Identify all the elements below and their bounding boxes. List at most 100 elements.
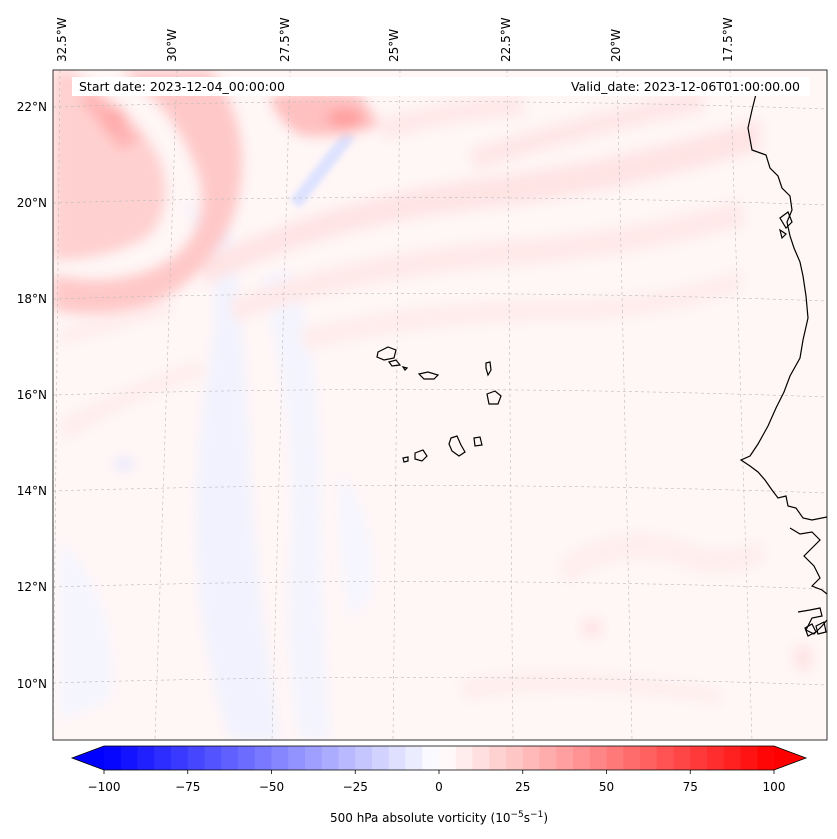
colorbar-segment (422, 746, 440, 770)
colorbar-min-extension (72, 746, 104, 770)
guinea-bissau-coast (797, 607, 827, 635)
colorbar-segment (120, 746, 138, 770)
start-date-label: Start date: 2023-12-04_00:00:00 (79, 79, 285, 94)
colorbar-segment (757, 746, 775, 770)
colorbar-segment (472, 746, 490, 770)
island-brava (402, 456, 409, 463)
colorbar-segments (104, 746, 775, 770)
colorbar-tick-label: 50 (599, 780, 614, 794)
longitude-labels: 32.5°W 30°W 27.5°W 25°W 22.5°W 20°W 17.5… (55, 17, 735, 62)
colorbar-title-mid: s (524, 811, 530, 825)
island-sao-vicente (387, 359, 402, 367)
colorbar-max-extension (774, 746, 806, 770)
latitude-labels: 22°N 20°N 18°N 16°N 14°N 12°N 10°N (17, 100, 47, 691)
date-banner (72, 77, 810, 96)
island-sal (485, 361, 492, 377)
gridline-lat-12 (53, 581, 827, 590)
colorbar-tick-label: 75 (683, 780, 698, 794)
strong-vorticity-band (53, 70, 380, 314)
colorbar-segment (690, 746, 708, 770)
island-boa-vista (486, 390, 502, 405)
valid-date-label: Valid_date: 2023-12-06T01:00:00.00 (571, 79, 800, 94)
blue-streak (290, 130, 355, 208)
gridline-lon-25 (392, 70, 401, 740)
lon-label-32-5: 32.5°W (55, 17, 69, 62)
colorbar-segment (271, 746, 289, 770)
colorbar-tick-label: 100 (763, 780, 786, 794)
colorbar-segment (589, 746, 607, 770)
colorbar-segment (137, 746, 155, 770)
vorticity-field (53, 70, 812, 740)
colorbar-title-exp1: −5 (511, 810, 524, 820)
colorbar-tick-marks (103, 770, 775, 774)
gridline-lat-22 (53, 101, 827, 110)
gridline-lat-14 (53, 485, 827, 494)
colorbar-segment (238, 746, 256, 770)
colorbar-segment (388, 746, 406, 770)
colorbar-segment (455, 746, 473, 770)
colorbar-title-end: ) (543, 811, 548, 825)
colorbar-segment (489, 746, 507, 770)
lon-label-20: 20°W (609, 29, 623, 62)
lat-label-16: 16°N (17, 388, 47, 402)
colorbar-segment (623, 746, 641, 770)
coastal-island-1 (779, 211, 793, 229)
positive-vorticity-bands (60, 90, 812, 705)
gridline-lon-22-5 (506, 70, 514, 740)
colorbar-segment (656, 746, 674, 770)
colorbar-segment (439, 746, 457, 770)
coastal-island-3 (815, 621, 827, 635)
colorbar-segment (154, 746, 172, 770)
colorbar-tick-label: 25 (515, 780, 530, 794)
colorbar-segment (221, 746, 239, 770)
lon-label-25: 25°W (387, 29, 401, 62)
lon-label-22-5: 22.5°W (499, 17, 513, 62)
colorbar-segment (288, 746, 306, 770)
colorbar-tick-labels: −100 −75 −50 −25 0 25 50 75 100 (88, 780, 786, 794)
lat-label-10: 10°N (17, 677, 47, 691)
senegal-gambia-coast (789, 527, 827, 595)
island-maio (473, 436, 483, 447)
lon-label-27-5: 27.5°W (278, 17, 292, 62)
gridline-lat-16 (53, 389, 827, 398)
lat-label-20: 20°N (17, 196, 47, 210)
map-border (52, 69, 828, 741)
gridline-lat-10 (53, 677, 827, 686)
colorbar-segment (321, 746, 339, 770)
colorbar-segment (305, 746, 323, 770)
colorbar-segment (204, 746, 222, 770)
colorbar-segment (640, 746, 658, 770)
colorbar-segment (355, 746, 373, 770)
colorbar: −100 −75 −50 −25 0 25 50 75 100 500 hPa … (70, 745, 808, 825)
negative-vorticity-patches (60, 200, 372, 740)
colorbar-segment (740, 746, 758, 770)
colorbar-segment (673, 746, 691, 770)
colorbar-segment (171, 746, 189, 770)
lat-label-12: 12°N (17, 580, 47, 594)
gridline-lat-18 (53, 293, 827, 302)
colorbar-tick-label: −100 (88, 780, 121, 794)
map-background (53, 70, 827, 740)
colorbar-segment (522, 746, 540, 770)
colorbar-segment (254, 746, 272, 770)
gridline-lon-27-5 (271, 70, 291, 740)
colorbar-segment (539, 746, 557, 770)
colorbar-segment (104, 746, 122, 770)
island-santiago (448, 435, 466, 457)
coastlines (376, 89, 827, 637)
colorbar-segment (506, 746, 524, 770)
colorbar-segment (187, 746, 205, 770)
lat-label-22: 22°N (17, 100, 47, 114)
island-fogo (414, 449, 428, 462)
colorbar-tick-label: −75 (175, 780, 200, 794)
west-africa-coastline (739, 89, 827, 521)
gridline-lon-20 (616, 70, 633, 740)
coastal-island-4 (779, 228, 787, 240)
lon-label-17-5: 17.5°W (721, 17, 735, 62)
island-santo-antao (376, 346, 397, 361)
colorbar-segment (338, 746, 356, 770)
lon-label-30: 30°W (165, 29, 179, 62)
coastal-island-2 (804, 623, 817, 637)
lat-label-18: 18°N (17, 292, 47, 306)
